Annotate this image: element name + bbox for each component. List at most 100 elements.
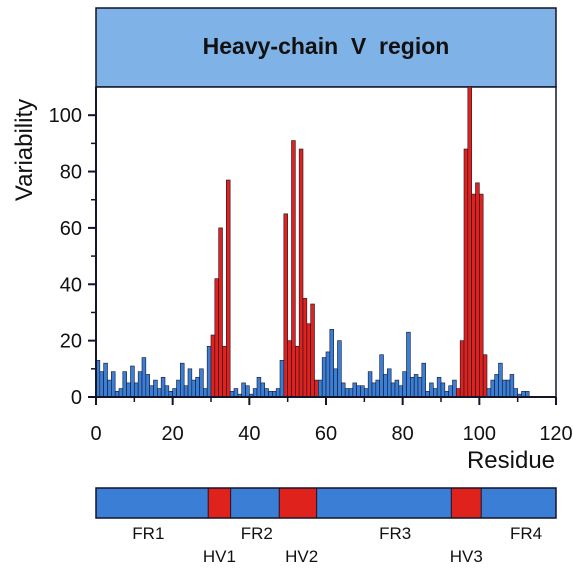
bar-residue-99 [471,193,476,398]
bar-residue-100 [475,182,480,398]
bar-residue-105 [494,374,499,398]
x-tick-label: 40 [238,423,260,445]
bar-residue-7 [118,388,124,398]
bar-residue-43 [256,376,262,398]
bar-residue-57 [310,303,315,398]
bar-residue-42 [252,388,258,398]
bar-residue-67 [348,388,354,398]
x-tick-label: 0 [90,423,101,445]
bar-residue-35 [226,179,231,398]
bar-residue-30 [206,345,212,398]
framework-label: FR3 [379,524,411,543]
x-tick-label: 60 [315,423,337,445]
bar-residue-90 [436,376,442,398]
bar-residue-84 [413,374,419,398]
x-tick-label: 120 [539,423,572,445]
bar-residue-23 [180,362,185,398]
x-ticks-group: 0 20 40 60 80 100 120 [90,397,573,445]
bar-residue-72 [367,371,373,398]
bar-residue-93 [448,385,453,398]
bar-residue-53 [295,345,300,398]
bar-residue-102 [482,354,488,398]
chart-title: Heavy-chain V region [203,33,450,59]
bar-residue-24 [183,385,189,398]
bar-residue-85 [417,376,423,398]
bar-residue-77 [387,368,392,398]
plot-area [95,86,557,398]
bar-residue-54 [298,148,304,398]
bar-residue-97 [463,148,469,398]
bar-residue-12 [137,371,143,398]
y-tick-label: 20 [60,331,82,353]
bar-residue-75 [379,354,384,398]
bar-residue-82 [406,331,411,398]
bar-residue-44 [260,382,265,398]
hypervariable-label: HV1 [203,547,236,566]
bar-residue-14 [145,374,150,398]
bar-residue-13 [141,357,147,398]
bar-residue-109 [509,374,515,398]
bar-residue-25 [187,368,193,398]
bar-residue-95 [456,388,461,398]
bar-residue-21 [172,388,177,398]
x-tick-label: 100 [463,423,496,445]
bar-residue-15 [149,385,154,398]
y-tick-label: 0 [71,387,82,409]
bar-residue-5 [111,371,116,398]
bar-residue-108 [505,379,511,398]
y-tick-label: 80 [60,162,82,184]
y-tick-label: 40 [60,274,82,296]
bar-residue-45 [264,388,269,398]
bar-residue-9 [126,382,131,398]
hypervariable-segment [451,488,482,518]
region-map-border [95,487,557,519]
bar-residue-4 [107,379,112,398]
bar-residue-11 [134,382,139,398]
framework-segment [316,488,452,518]
y-tick-label: 60 [60,218,82,240]
bar-residue-28 [199,368,204,398]
bar-residue-32 [214,278,219,398]
framework-segment [230,488,280,518]
bar-residue-33 [218,227,223,398]
hypervariable-segment [208,488,231,518]
bar-residue-106 [498,362,503,398]
bar-residue-48 [275,388,281,398]
bar-residue-70 [360,385,365,398]
bar-residue-88 [429,382,434,398]
bar-residue-107 [502,379,507,398]
hypervariable-segment [279,488,317,518]
bar-residue-74 [375,379,380,398]
bar-residue-58 [314,379,319,398]
bar-residue-89 [433,388,438,398]
framework-segment [481,488,556,518]
bar-residue-62 [329,329,334,398]
bar-residue-69 [356,385,361,398]
bar-residue-101 [479,193,484,398]
bar-residue-76 [383,374,388,398]
bar-residue-78 [390,382,396,398]
hypervariable-label: HV3 [450,547,483,566]
region-labels: FR1 FR2 FR3 FR4 HV1 HV2 HV3 [132,524,542,566]
bar-residue-80 [398,385,403,398]
bar-residue-66 [344,388,350,398]
bar-residue-79 [394,379,400,398]
bar-residue-19 [164,385,170,398]
bar-residue-37 [233,388,239,398]
framework-segment [96,488,209,518]
framework-label: FR4 [510,524,542,543]
bar-residue-50 [283,213,288,398]
y-tick-label: 100 [49,105,82,127]
bar-residue-26 [191,379,196,398]
bar-residue-59 [318,379,323,398]
bar-residue-39 [241,382,246,398]
bar-residue-8 [122,371,127,398]
bar-residue-18 [160,376,166,398]
bar-residue-73 [371,382,377,398]
bar-residue-86 [421,362,426,398]
bar-residue-64 [337,340,342,398]
bar-residue-49 [279,360,285,398]
bar-residue-31 [210,334,216,398]
bar-residue-60 [321,357,327,398]
